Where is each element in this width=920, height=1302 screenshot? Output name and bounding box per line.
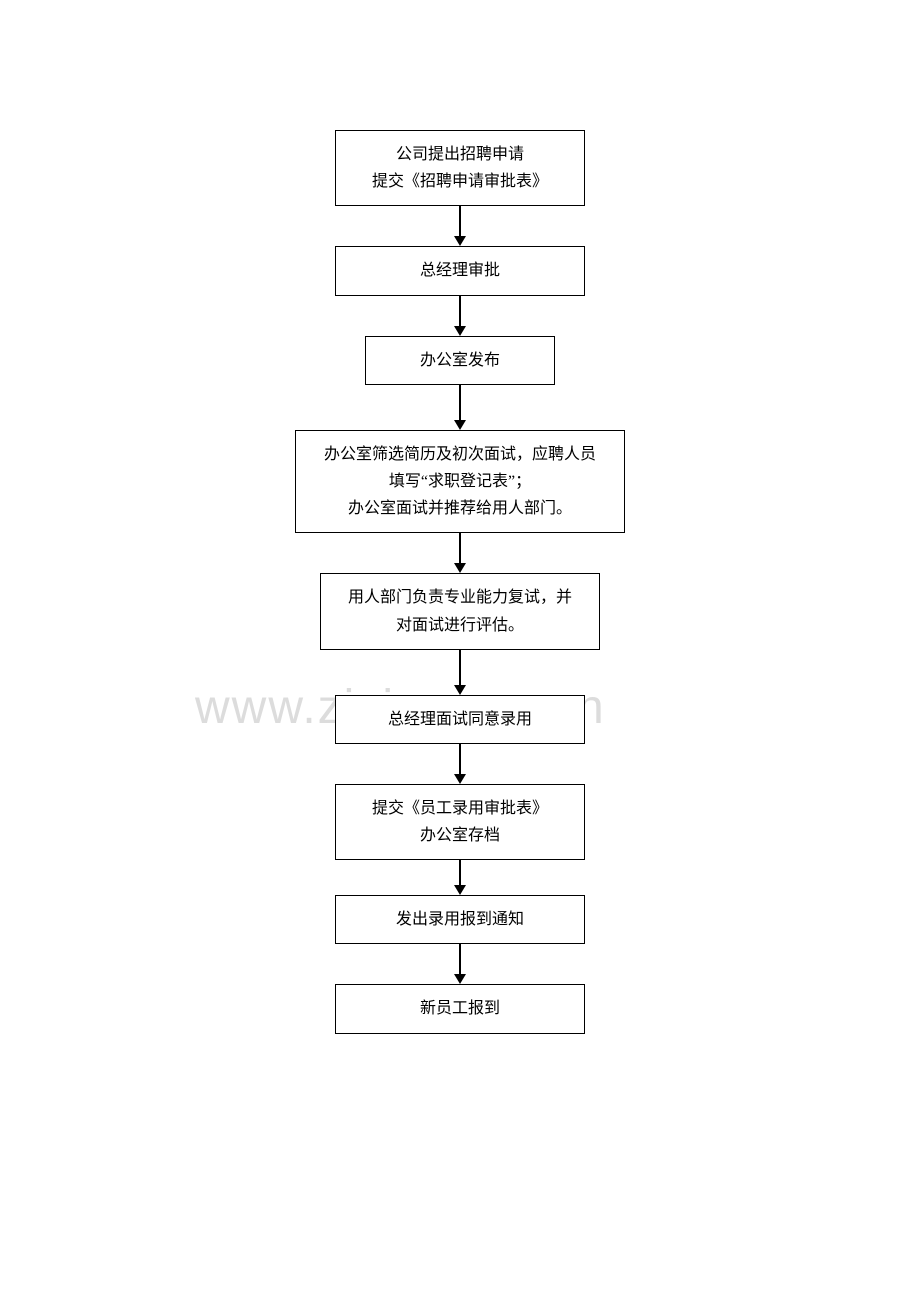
flowchart-arrow [454, 206, 466, 246]
node-line: 总经理面试同意录用 [388, 706, 532, 733]
flowchart-node-5: 用人部门负责专业能力复试，并 对面试进行评估。 [320, 573, 600, 649]
flowchart-arrow [454, 744, 466, 784]
flowchart-node-9: 新员工报到 [335, 984, 585, 1033]
flowchart-arrow [454, 533, 466, 573]
flowchart-arrow [454, 944, 466, 984]
node-line: 办公室筛选简历及初次面试，应聘人员 [324, 441, 596, 468]
flowchart-node-1: 公司提出招聘申请 提交《招聘申请审批表》 [335, 130, 585, 206]
flowchart-node-6: 总经理面试同意录用 [335, 695, 585, 744]
node-line: 对面试进行评估。 [396, 612, 524, 639]
flowchart-node-8: 发出录用报到通知 [335, 895, 585, 944]
flowchart-arrow [454, 650, 466, 695]
node-line: 新员工报到 [420, 995, 500, 1022]
flowchart-arrow [454, 385, 466, 430]
node-line: 填写“求职登记表”； [389, 468, 531, 495]
flowchart-arrow [454, 296, 466, 336]
flowchart-node-7: 提交《员工录用审批表》 办公室存档 [335, 784, 585, 860]
flowchart-node-3: 办公室发布 [365, 336, 555, 385]
node-line: 用人部门负责专业能力复试，并 [348, 584, 572, 611]
flowchart-container: 公司提出招聘申请 提交《招聘申请审批表》 总经理审批 办公室发布 办公室筛选简历… [295, 130, 625, 1034]
node-line: 公司提出招聘申请 [396, 141, 524, 168]
flowchart-node-4: 办公室筛选简历及初次面试，应聘人员 填写“求职登记表”； 办公室面试并推荐给用人… [295, 430, 625, 534]
node-line: 办公室面试并推荐给用人部门。 [348, 495, 572, 522]
flowchart-arrow [454, 860, 466, 895]
node-line: 提交《招聘申请审批表》 [372, 168, 548, 195]
node-line: 办公室发布 [420, 347, 500, 374]
node-line: 发出录用报到通知 [396, 906, 524, 933]
node-line: 提交《员工录用审批表》 [372, 795, 548, 822]
node-line: 办公室存档 [420, 822, 500, 849]
node-line: 总经理审批 [420, 257, 500, 284]
flowchart-node-2: 总经理审批 [335, 246, 585, 295]
